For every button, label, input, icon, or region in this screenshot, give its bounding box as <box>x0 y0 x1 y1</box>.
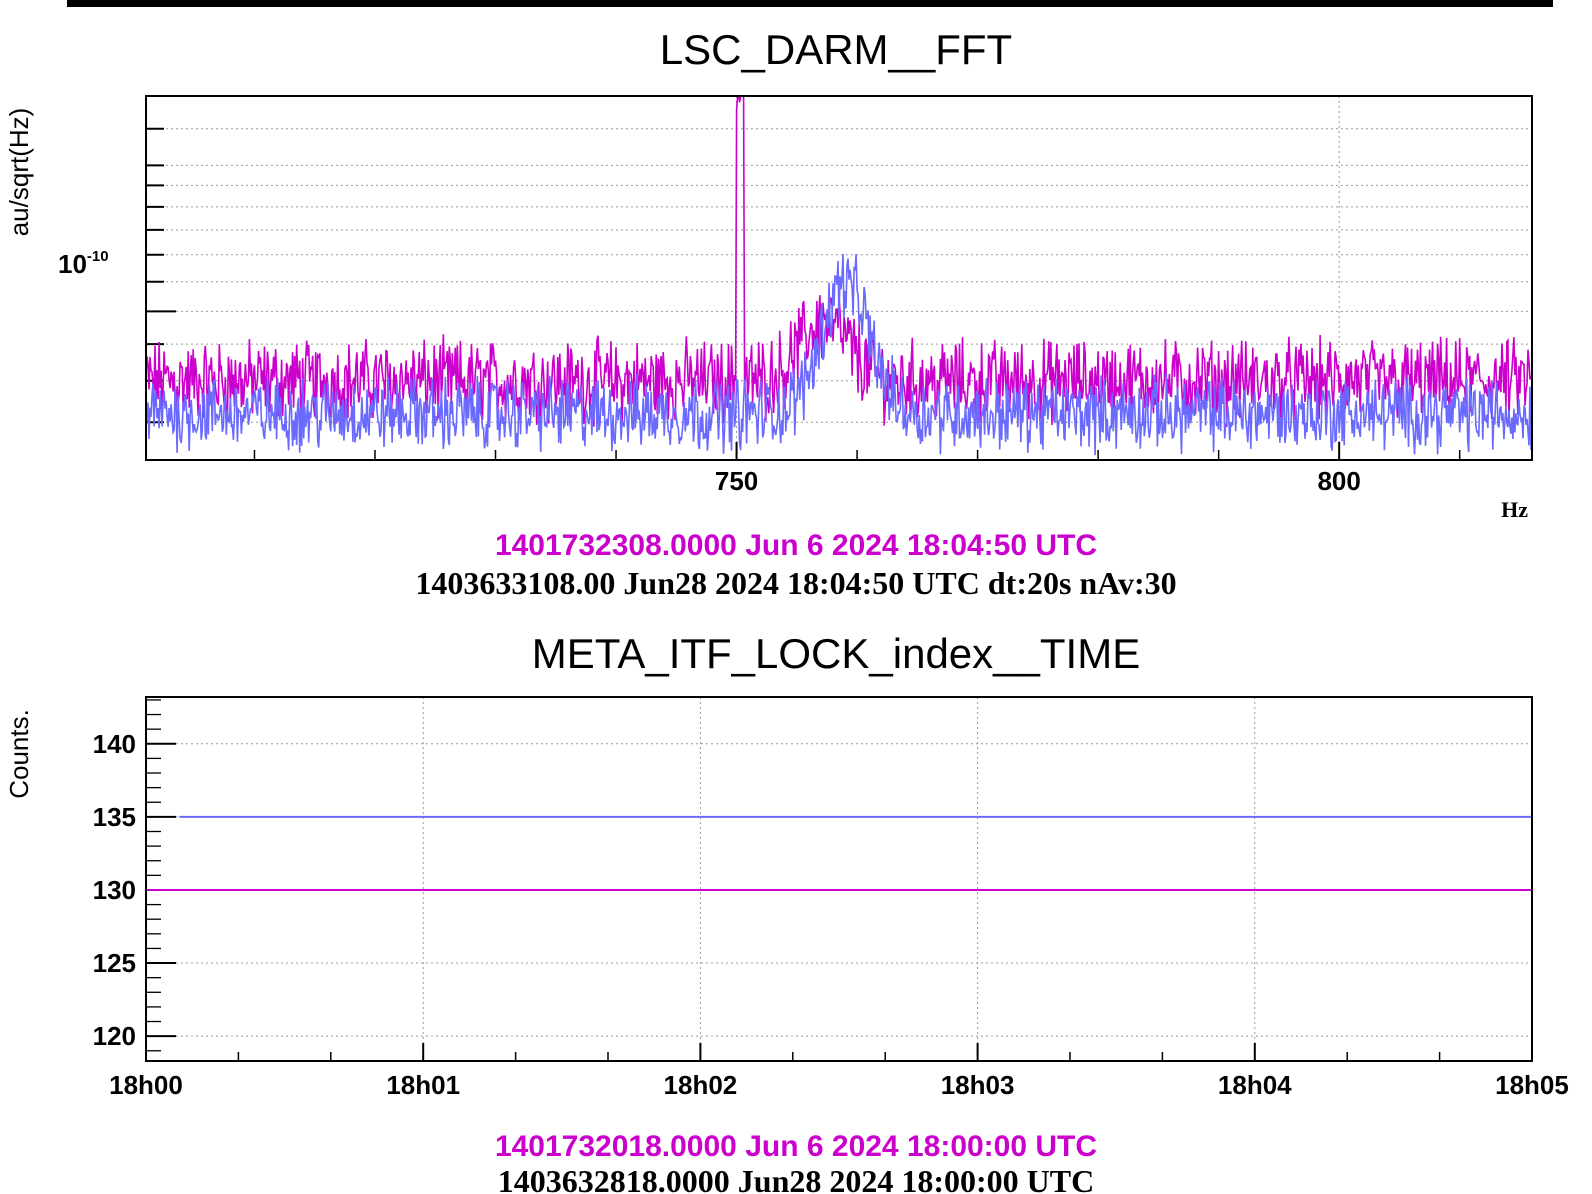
fft-chart: LSC_DARM__FFT au/sqrt(Hz) 10-10 750 800 … <box>4 26 1533 601</box>
lock-y-tick-label: 130 <box>93 875 136 905</box>
fft-series <box>145 95 1533 456</box>
lock-y-tick-label: 125 <box>93 948 136 978</box>
lock-y-tick-label: 135 <box>93 802 136 832</box>
fft-chart-title: LSC_DARM__FFT <box>660 26 1012 73</box>
fft-x-tick-label-750: 750 <box>715 466 758 496</box>
fft-x-tick-label-800: 800 <box>1317 466 1360 496</box>
fft-y-axis-label: au/sqrt(Hz) <box>4 108 34 237</box>
lock-x-tick-label: 18h03 <box>941 1070 1015 1100</box>
fft-current-timestamp: 1403633108.00 Jun28 2024 18:04:50 UTC dt… <box>415 565 1176 601</box>
lock-x-tick-label: 18h04 <box>1218 1070 1292 1100</box>
fft-series-current-line <box>145 254 1533 456</box>
top-border-bar <box>67 0 1553 7</box>
fft-y-tick-exponent: -10 <box>87 248 109 265</box>
lock-chart-title: META_ITF_LOCK_index__TIME <box>532 630 1140 677</box>
lock-grid <box>146 697 1532 1061</box>
lock-index-chart: META_ITF_LOCK_index__TIME Counts. 18h00 1… <box>4 630 1569 1194</box>
lock-x-tick-label: 18h01 <box>386 1070 460 1100</box>
fft-y-tick-label-1e-10: 10-10 <box>58 248 109 279</box>
lock-y-axis-label: Counts. <box>4 709 34 799</box>
lock-x-tick-label: 18h02 <box>664 1070 738 1100</box>
lock-current-timestamp: 1403632818.0000 Jun28 2024 18:00:00 UTC <box>498 1163 1094 1194</box>
lock-x-tick-label: 18h00 <box>109 1070 183 1100</box>
fft-series-reference-line <box>145 95 1533 427</box>
fft-x-axis-unit: Hz <box>1501 497 1528 522</box>
lock-x-tick-label: 18h05 <box>1495 1070 1569 1100</box>
lock-ticks <box>145 699 1533 1061</box>
fft-y-tick-base: 10 <box>58 249 87 279</box>
lock-tick-labels: 18h00 18h01 18h02 18h03 18h04 18h05 120 125 130 1… <box>93 729 1569 1100</box>
lock-y-tick-label: 140 <box>93 729 136 759</box>
fft-plot-frame <box>145 95 1533 461</box>
fft-reference-timestamp: 1401732308.0000 Jun 6 2024 18:04:50 UTC <box>495 529 1097 562</box>
lock-series <box>146 815 1532 891</box>
lock-y-tick-label: 120 <box>93 1021 136 1051</box>
lock-reference-timestamp: 1401732018.0000 Jun 6 2024 18:00:00 UTC <box>495 1130 1097 1163</box>
lock-plot-frame <box>145 696 1533 1062</box>
